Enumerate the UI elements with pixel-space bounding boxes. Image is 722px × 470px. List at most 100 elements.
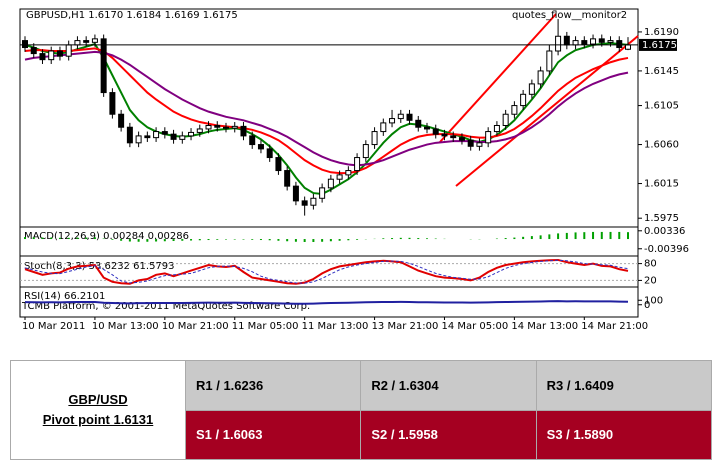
candle-body [319,187,326,199]
macd-bar [24,237,26,240]
y-tick-label: 1.6105 [644,101,679,112]
indicator-line [24,42,629,195]
candle-body [441,133,448,137]
macd-bar [268,239,271,241]
macd-bar [58,237,61,240]
macd-bar [609,231,612,240]
candle-body [74,40,81,46]
candle-body [284,170,291,187]
macd-bar [530,236,533,240]
macd-bar [417,238,420,240]
last-price-box [639,38,677,51]
macd-bar [592,231,595,240]
macd-bar [548,234,551,240]
candle-body [83,40,90,43]
candle-body [625,44,631,50]
macd-bar [120,239,123,241]
candle-body [616,40,623,49]
chart-title: GBPUSD,H1 1.6170 1.6184 1.6169 1.6175 [26,10,238,21]
candle-body [397,113,404,120]
macd-bar [408,237,411,240]
candle-body [432,128,439,135]
candle-body [275,157,282,172]
candle-body [161,131,168,135]
candle-body [266,148,273,159]
x-tick-label: 11 Mar 13:00 [302,321,369,332]
macd-bar [137,239,140,242]
macd-bar [93,237,96,240]
candle-body [572,40,579,46]
chart: GBPUSD,H1 1.6170 1.6184 1.6169 1.6175 qu… [19,8,689,332]
candle-body [598,38,605,43]
candle-body [406,113,413,121]
macd-bar [600,231,603,240]
candle-body [48,50,55,61]
y-tick-label: 20 [644,275,657,286]
macd-bar [312,239,315,242]
watermark: TCMB Platform, © 2001-2011 MetaQuotes So… [21,301,310,312]
macd-bar [190,239,193,241]
support: S2 / 1.5958 [360,409,537,460]
macd-bar [329,239,332,242]
candle-body [354,157,361,172]
candle-body [590,38,597,45]
macd-bar [50,237,53,240]
pivot-table: GBP/USD Pivot point 1.6131 R1 / 1.6236 R… [10,360,713,460]
resistance: R2 / 1.6304 [360,360,537,411]
candle-body [257,144,264,150]
candle-body [22,40,28,49]
resistance: R3 / 1.6409 [535,360,713,411]
macd-bar [76,237,79,240]
candle-body [389,118,396,124]
candle-body [563,35,570,46]
macd-bar [391,238,394,240]
y-tick-label: 80 [644,259,657,270]
candle-body [450,135,457,139]
candle-body [581,40,588,45]
macd-bar [251,239,254,240]
macd-bar [399,237,402,240]
candle-body [336,174,343,180]
candle-body [292,185,299,202]
x-tick-label: 14 Mar 21:00 [581,321,648,332]
candle-body [537,70,544,85]
candle-body [240,125,247,137]
macd-bar [426,238,428,240]
candle-body [135,135,142,144]
candle-body [546,50,553,72]
candle-body [511,105,518,115]
macd-bar [41,237,44,240]
indicator-line [24,258,629,285]
candle-body [196,128,203,133]
candle-body [205,124,212,130]
macd-bar [338,239,341,241]
macd-bar [539,235,542,240]
macd-bar [111,239,114,240]
macd-bar [155,239,158,242]
y-tick-label: 0 [644,300,650,311]
candle-body [424,126,430,130]
rsi-label: RSI(14) 66.2101 [24,291,105,302]
indicator-line [24,50,629,167]
candle-body [415,119,422,128]
macd-bar [294,239,297,242]
candle-body [249,135,256,146]
macd-bar [618,231,621,240]
macd-bar [216,239,219,240]
trend-line [439,13,557,143]
indicator-line [24,300,629,305]
candle-body [109,92,116,115]
candle-body [528,83,535,95]
y-tick-label: 1.6060 [644,140,679,151]
support: S1 / 1.6063 [184,409,362,460]
candle-body [126,126,133,144]
candle-body [607,40,614,43]
macd-bar [198,239,201,241]
macd-bar [513,237,516,240]
candle-body [223,126,229,129]
macd-bar [627,232,629,240]
macd-bar [382,238,385,240]
candle-body [39,53,46,61]
candle-body [65,44,72,57]
chart-subtitle: quotes_flow__monitor2 [512,10,627,21]
